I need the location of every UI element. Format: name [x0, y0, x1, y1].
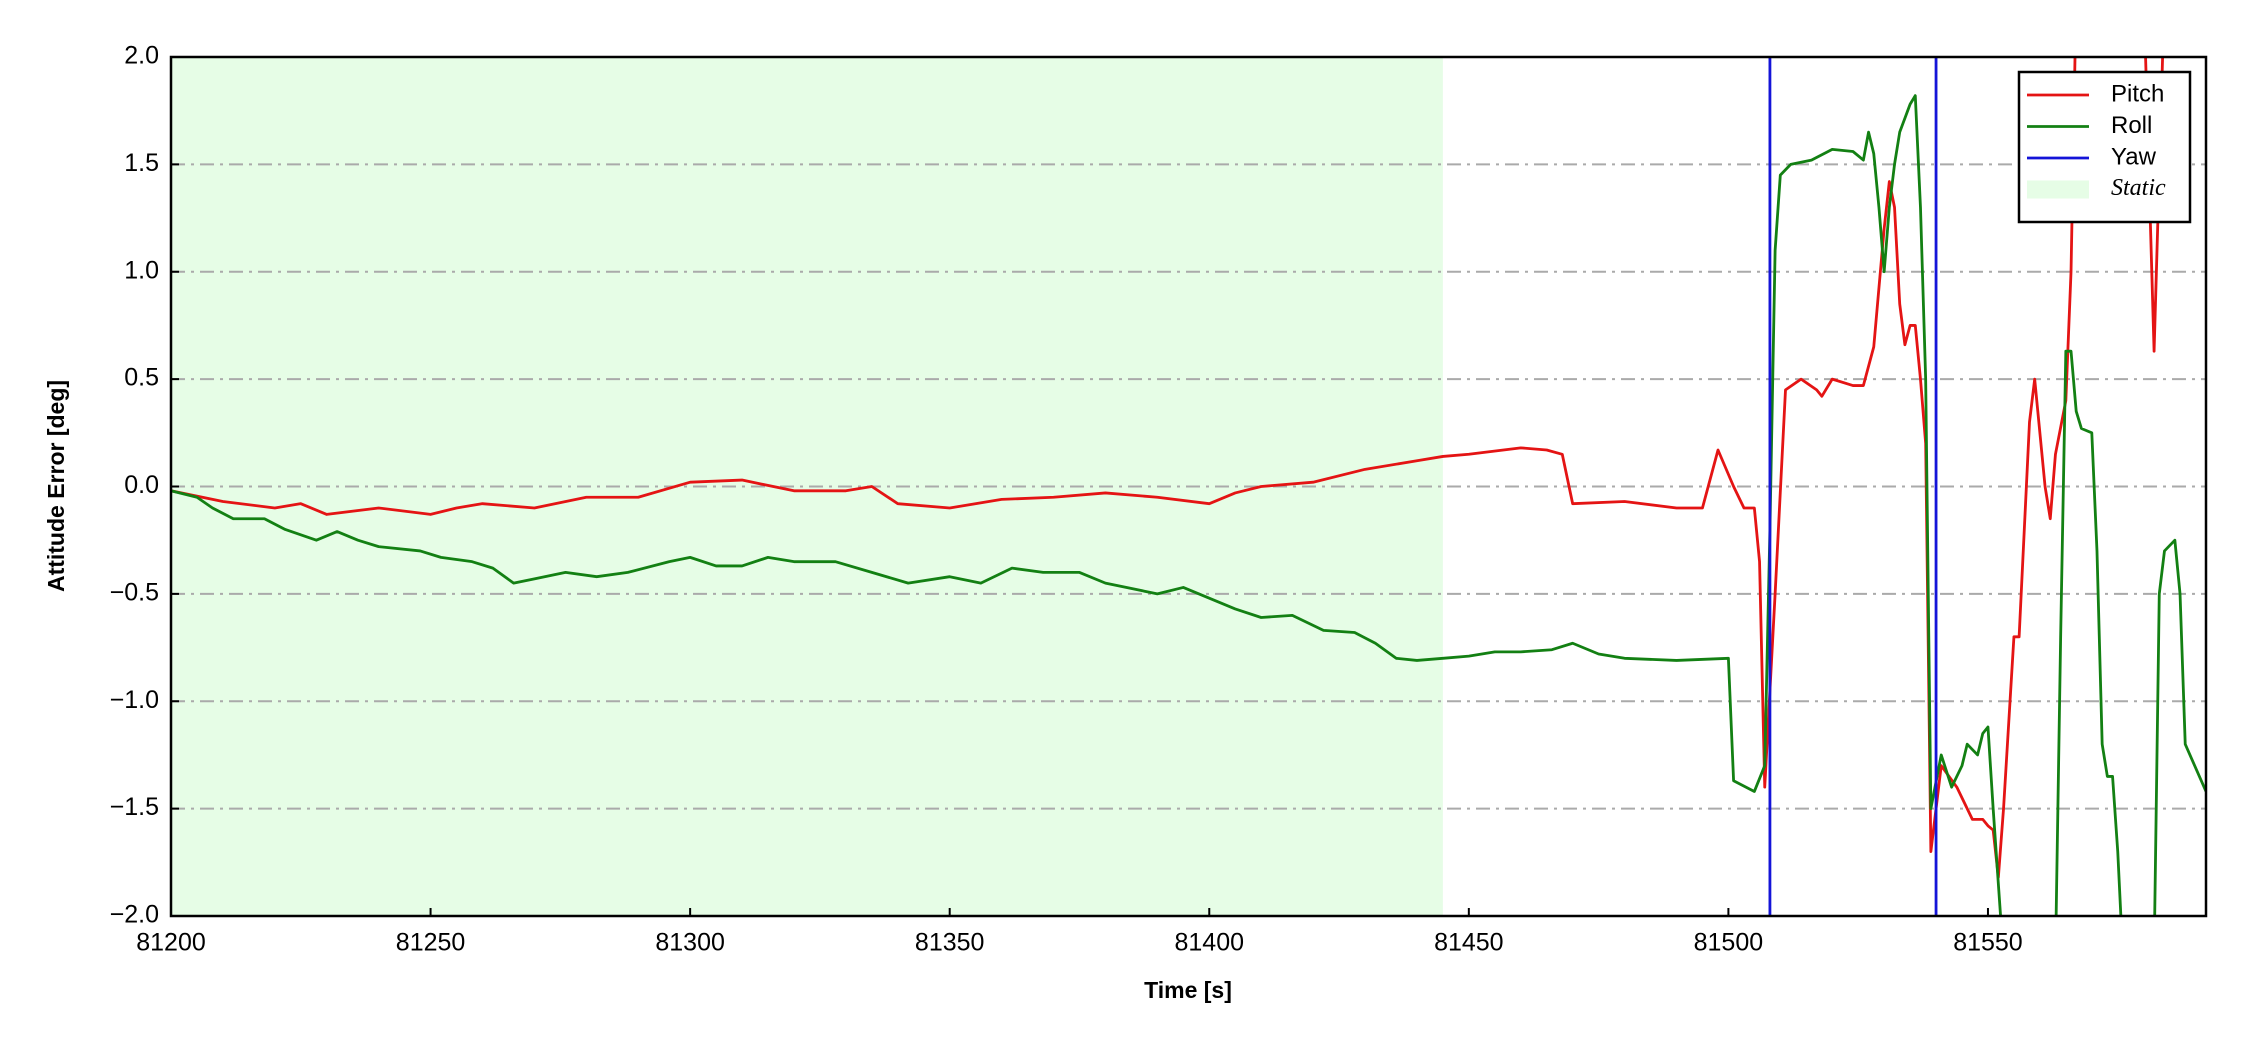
- legend-label: Static: [2111, 175, 2166, 201]
- x-tick-label: 81550: [1953, 929, 2023, 957]
- y-tick-label: 2.0: [124, 42, 159, 70]
- y-tick-label: 1.5: [124, 149, 159, 177]
- plot-area: [171, 57, 2206, 916]
- x-tick-label: 81450: [1434, 929, 1504, 957]
- legend-label: Yaw: [2111, 143, 2157, 170]
- y-tick-label: −2.0: [110, 901, 159, 929]
- y-tick-label: −1.0: [110, 686, 159, 714]
- y-tick-label: 0.5: [124, 364, 159, 392]
- series-line: [171, 94, 2206, 916]
- x-tick-label: 81500: [1694, 929, 1764, 957]
- series-line: [1768, 57, 1938, 916]
- y-axis-label: Attitude Error [deg]: [43, 380, 69, 592]
- plot-frame: [169, 55, 2208, 918]
- x-tick-label: 81400: [1174, 929, 1244, 957]
- x-tick-label: 81200: [136, 929, 206, 957]
- x-axis-label: Time [s]: [1144, 977, 1232, 1003]
- x-tick-label: 81300: [655, 929, 725, 957]
- y-tick-label: −1.5: [110, 793, 159, 821]
- legend-swatch: [2027, 180, 2089, 199]
- series-line: [171, 57, 2165, 879]
- y-tick-label: 1.0: [124, 256, 159, 284]
- y-tick-label: −0.5: [110, 578, 159, 606]
- y-tick-label: 0.0: [124, 471, 159, 499]
- x-tick-label: 81350: [915, 929, 985, 957]
- x-tick-label: 81250: [396, 929, 466, 957]
- legend-label: Roll: [2111, 112, 2152, 139]
- legend-label: Pitch: [2111, 80, 2164, 107]
